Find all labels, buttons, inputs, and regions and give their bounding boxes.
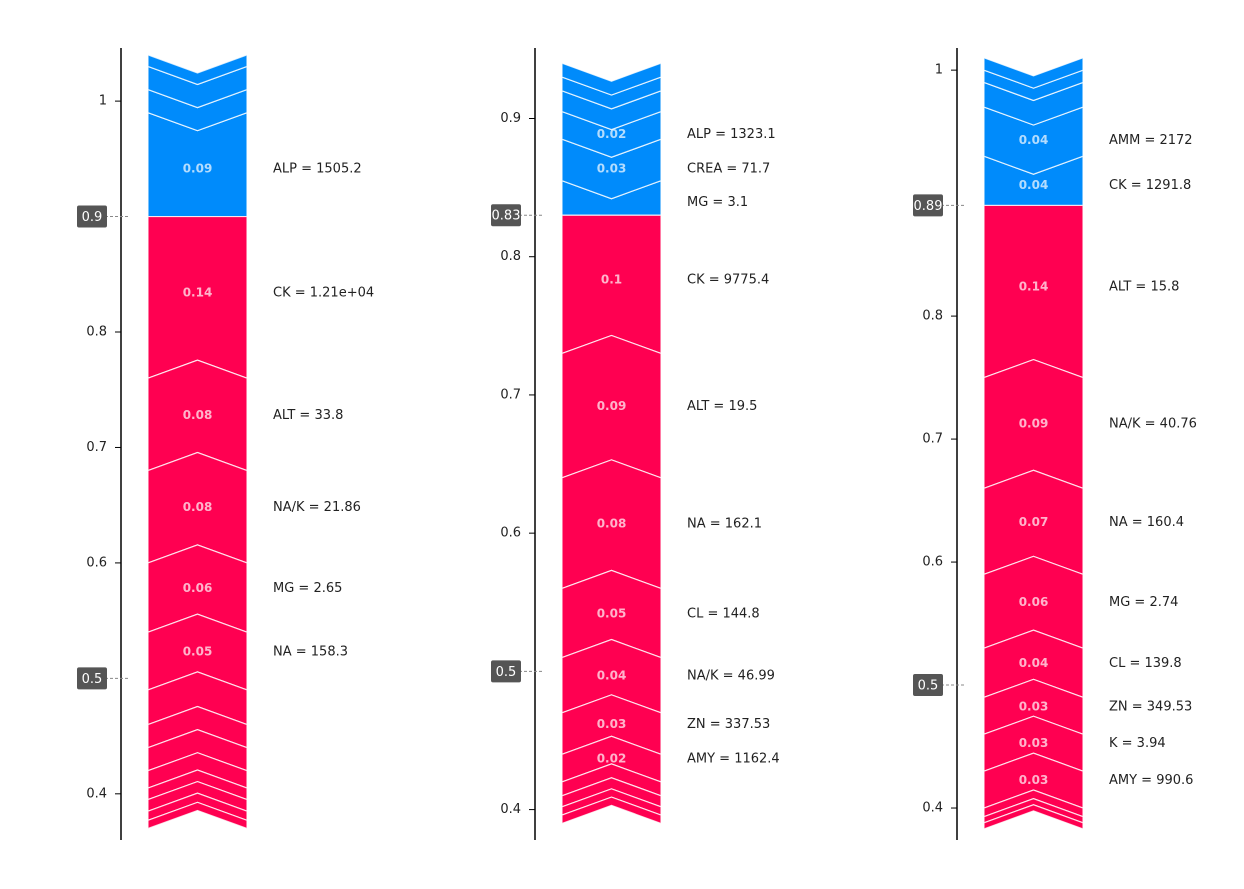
segment-label: 0.03: [597, 161, 627, 175]
feature-label: AMM = 2172: [1109, 133, 1193, 148]
marker-label: 0.5: [496, 665, 517, 680]
force-segment: [561, 62, 662, 96]
segment-label: 0.09: [1019, 416, 1049, 430]
feature-label: CL = 144.8: [687, 606, 760, 621]
feature-label: CK = 1.21e+04: [273, 285, 374, 300]
segment-label: 0.04: [1019, 656, 1049, 670]
segment-label: 0.08: [183, 500, 213, 514]
feature-label: CK = 1291.8: [1109, 178, 1191, 193]
segment-label: 0.03: [1019, 736, 1049, 750]
segment-label: 0.1: [601, 272, 622, 286]
y-tick-label: 1: [935, 63, 943, 78]
y-tick-label: 0.6: [922, 555, 943, 570]
marker-label: 0.5: [918, 679, 939, 694]
segment-label: 0.02: [597, 127, 627, 141]
feature-label: NA = 160.4: [1109, 515, 1184, 530]
segment-label: 0.07: [1019, 515, 1049, 529]
segment-label: 0.05: [597, 606, 627, 620]
feature-label: MG = 2.74: [1109, 595, 1178, 610]
y-tick-label: 0.4: [86, 786, 107, 801]
segment-label: 0.04: [1019, 178, 1049, 192]
force-segment: [983, 804, 1084, 830]
y-tick-label: 0.8: [922, 309, 943, 324]
y-tick-label: 0.7: [86, 440, 107, 455]
feature-label: NA/K = 40.76: [1109, 416, 1197, 431]
y-tick-label: 0.4: [500, 802, 521, 817]
marker-box: [913, 674, 943, 697]
feature-label: ALP = 1505.2: [273, 162, 362, 177]
segment-label: 0.03: [597, 717, 627, 731]
marker-box: [77, 667, 107, 690]
y-tick-label: 0.8: [86, 325, 107, 340]
feature-label: ALT = 19.5: [687, 399, 757, 414]
force-segment: [983, 56, 1084, 89]
feature-label: ALP = 1323.1: [687, 127, 776, 142]
force-segment: [147, 54, 248, 86]
segment-label: 0.03: [1019, 773, 1049, 787]
y-tick-label: 0.8: [500, 249, 521, 264]
segment-label: 0.14: [183, 285, 213, 299]
feature-label: AMY = 990.6: [1109, 773, 1193, 788]
feature-label: CREA = 71.7: [687, 161, 770, 176]
marker-box: [913, 194, 943, 217]
feature-label: ALT = 15.8: [1109, 280, 1179, 295]
y-tick-label: 0.6: [500, 526, 521, 541]
force-segment: [561, 796, 662, 825]
marker-label: 0.9: [82, 210, 103, 225]
feature-label: ZN = 337.53: [687, 717, 770, 732]
y-tick-label: 0.9: [500, 111, 521, 126]
force-segment: [147, 801, 248, 830]
y-tick-label: 0.4: [922, 801, 943, 816]
segment-label: 0.04: [1019, 133, 1049, 147]
segment-label: 0.08: [597, 517, 627, 531]
feature-label: CK = 9775.4: [687, 272, 769, 287]
y-tick-label: 1: [99, 94, 107, 109]
feature-label: NA/K = 46.99: [687, 669, 775, 684]
segment-label: 0.03: [1019, 699, 1049, 713]
marker-label: 0.83: [492, 209, 521, 224]
y-tick-label: 0.7: [922, 432, 943, 447]
marker-label: 0.5: [82, 672, 103, 687]
feature-label: NA = 162.1: [687, 517, 762, 532]
feature-label: K = 3.94: [1109, 736, 1166, 751]
feature-label: AMY = 1162.4: [687, 752, 780, 767]
feature-label: MG = 3.1: [687, 195, 748, 210]
marker-box: [77, 205, 107, 228]
segment-label: 0.08: [183, 408, 213, 422]
marker-box: [491, 204, 521, 227]
marker-label: 0.89: [914, 199, 943, 214]
segment-label: 0.14: [1019, 280, 1049, 294]
segment-label: 0.06: [1019, 595, 1049, 609]
y-tick-label: 0.6: [86, 555, 107, 570]
segment-label: 0.05: [183, 645, 213, 659]
segment-label: 0.09: [183, 162, 213, 176]
feature-label: CL = 139.8: [1109, 656, 1182, 671]
feature-label: NA = 158.3: [273, 645, 348, 660]
segment-label: 0.09: [597, 399, 627, 413]
y-tick-label: 0.7: [500, 387, 521, 402]
segment-label: 0.04: [597, 669, 627, 683]
feature-label: MG = 2.65: [273, 581, 342, 596]
segment-label: 0.02: [597, 752, 627, 766]
feature-label: ZN = 349.53: [1109, 699, 1192, 714]
segment-label: 0.06: [183, 581, 213, 595]
marker-box: [491, 660, 521, 683]
feature-label: ALT = 33.8: [273, 408, 343, 423]
feature-label: NA/K = 21.86: [273, 500, 361, 515]
